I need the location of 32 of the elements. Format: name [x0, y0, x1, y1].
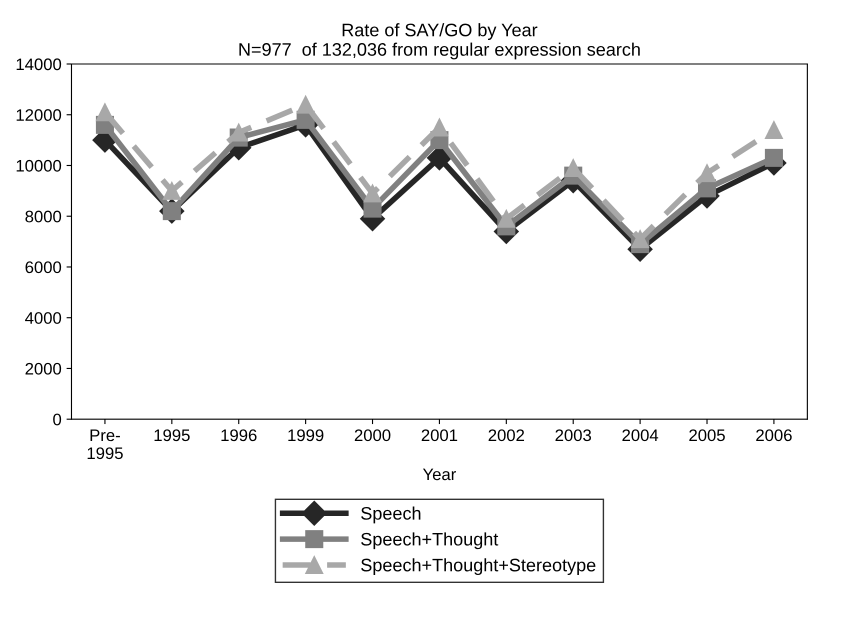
x-tick-label: 2006: [756, 429, 792, 442]
point: [296, 96, 315, 114]
point: [497, 210, 516, 228]
chart-title: Rate of SAY/GO by Year N=977 of 132,036 from regular expression search: [239, 23, 640, 60]
x-tick-label: 2005: [689, 429, 725, 442]
x-axis-title: Year: [422, 468, 456, 480]
point: [363, 184, 382, 202]
x-tick-label: Pre- 1995: [88, 430, 123, 460]
point: [162, 182, 181, 200]
y-tick-label: 10000: [16, 160, 62, 172]
y-tick-label: 12000: [16, 109, 62, 121]
y-tick-label: 0: [53, 414, 62, 426]
x-tick-label: 2000: [354, 429, 390, 442]
point: [764, 148, 783, 167]
y-tick-label: 14000: [16, 58, 62, 70]
point: [764, 120, 783, 139]
x-tick-label: 1996: [221, 429, 257, 442]
x-tick-label: 2001: [422, 429, 458, 442]
legend-label: Speech+Thought+Stereotype: [361, 558, 596, 576]
point: [631, 230, 650, 248]
y-tick-label: 8000: [25, 210, 62, 222]
point: [96, 103, 114, 122]
x-tick-label: 2003: [556, 429, 592, 442]
x-tick-label: 1999: [288, 429, 324, 442]
legend-label: Speech+Thought: [361, 532, 498, 550]
y-tick-label: 2000: [26, 362, 62, 375]
x-tick-label: 2002: [488, 429, 524, 442]
y-tick-label: 4000: [25, 312, 62, 324]
y-tick-label: 6000: [26, 261, 62, 274]
legend-label: Speech: [361, 506, 420, 524]
x-tick-label: 1995: [154, 429, 190, 442]
x-tick-label: 2004: [622, 429, 658, 442]
